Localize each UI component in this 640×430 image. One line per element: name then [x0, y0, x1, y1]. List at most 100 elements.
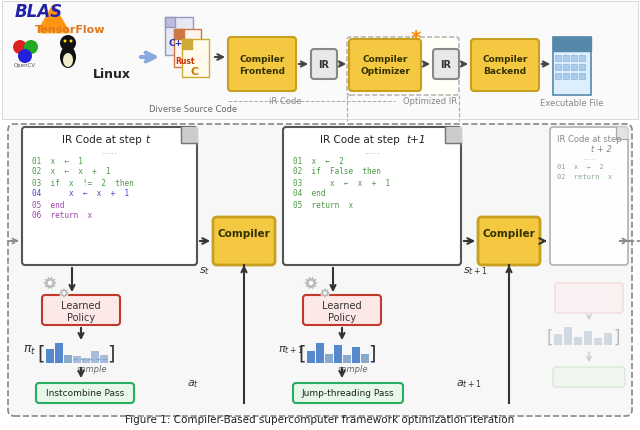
Circle shape [62, 292, 66, 295]
FancyBboxPatch shape [8, 125, 632, 416]
Text: [: [ [547, 328, 553, 346]
Circle shape [48, 281, 52, 286]
Text: t: t [145, 135, 150, 144]
Text: IR Code at step: IR Code at step [61, 135, 141, 144]
Circle shape [24, 41, 38, 55]
Text: sample: sample [77, 365, 108, 374]
FancyBboxPatch shape [174, 30, 184, 40]
FancyBboxPatch shape [579, 56, 585, 62]
Circle shape [308, 281, 313, 286]
FancyBboxPatch shape [555, 74, 561, 80]
FancyBboxPatch shape [564, 327, 572, 345]
Text: 02  x  ←  x  +  1: 02 x ← x + 1 [32, 167, 111, 176]
FancyBboxPatch shape [325, 354, 333, 363]
Circle shape [323, 292, 326, 295]
Text: t+1: t+1 [406, 135, 426, 144]
Text: Compiler: Compiler [483, 228, 536, 239]
FancyBboxPatch shape [553, 38, 591, 52]
FancyBboxPatch shape [182, 40, 209, 78]
Text: Compiler: Compiler [218, 228, 270, 239]
FancyBboxPatch shape [100, 355, 108, 363]
FancyBboxPatch shape [55, 343, 63, 363]
Text: BLAS: BLAS [15, 3, 63, 21]
FancyBboxPatch shape [316, 343, 324, 363]
FancyBboxPatch shape [22, 128, 197, 265]
FancyBboxPatch shape [361, 354, 369, 363]
Text: 01  x  ←  2: 01 x ← 2 [557, 164, 604, 169]
FancyBboxPatch shape [563, 65, 569, 71]
Text: C: C [191, 67, 199, 77]
Circle shape [18, 50, 32, 64]
FancyBboxPatch shape [555, 56, 561, 62]
FancyBboxPatch shape [343, 355, 351, 363]
Ellipse shape [60, 47, 76, 69]
Polygon shape [181, 128, 197, 144]
FancyBboxPatch shape [334, 345, 342, 363]
Text: $\pi_{t+1}$: $\pi_{t+1}$ [278, 343, 304, 355]
Text: OpenCV: OpenCV [14, 63, 36, 68]
FancyBboxPatch shape [553, 38, 591, 96]
Text: ......: ...... [102, 146, 117, 155]
Text: ......: ...... [364, 146, 380, 155]
FancyBboxPatch shape [563, 74, 569, 80]
Text: Executable File: Executable File [540, 99, 604, 108]
FancyBboxPatch shape [311, 50, 337, 80]
Text: IR: IR [440, 60, 451, 70]
Text: $a_{t+1}$: $a_{t+1}$ [456, 377, 482, 389]
Text: t + 2: t + 2 [591, 144, 611, 153]
Text: IR: IR [319, 60, 330, 70]
FancyBboxPatch shape [571, 56, 577, 62]
Text: ......: ...... [582, 155, 596, 161]
Circle shape [63, 40, 67, 43]
Text: Learned: Learned [322, 300, 362, 310]
Polygon shape [58, 287, 70, 299]
Text: Instcombine Pass: Instcombine Pass [46, 389, 124, 398]
Polygon shape [445, 128, 461, 144]
FancyBboxPatch shape [91, 351, 99, 363]
Polygon shape [38, 6, 68, 32]
Text: Policy: Policy [328, 312, 356, 322]
FancyBboxPatch shape [574, 337, 582, 345]
FancyBboxPatch shape [2, 2, 638, 120]
FancyBboxPatch shape [283, 128, 461, 265]
FancyBboxPatch shape [228, 38, 296, 92]
Text: 03      x  ←  x  +  1: 03 x ← x + 1 [293, 178, 390, 187]
Text: 05  return  x: 05 return x [293, 200, 353, 209]
FancyBboxPatch shape [289, 156, 455, 202]
Text: Policy: Policy [67, 312, 95, 322]
Text: IR Code at step: IR Code at step [557, 135, 621, 144]
Text: 04      x  ←  x  +  1: 04 x ← x + 1 [32, 189, 129, 198]
Text: [: [ [298, 344, 306, 362]
FancyBboxPatch shape [604, 333, 612, 345]
Text: Compiler: Compiler [483, 54, 528, 63]
Circle shape [60, 36, 76, 52]
Text: 01  x  ←  2: 01 x ← 2 [293, 156, 344, 165]
FancyBboxPatch shape [478, 218, 540, 265]
FancyBboxPatch shape [213, 218, 275, 265]
Text: C++: C++ [168, 38, 190, 47]
Text: Optimized IR: Optimized IR [403, 97, 457, 106]
Text: Optimizer: Optimizer [360, 68, 410, 76]
Text: 02  return  x: 02 return x [557, 174, 612, 180]
FancyBboxPatch shape [349, 40, 421, 92]
Text: Linux: Linux [93, 68, 131, 80]
Text: Figure 1: Compiler-Based supercomputer framework optimization iteration: Figure 1: Compiler-Based supercomputer f… [125, 414, 515, 424]
FancyBboxPatch shape [571, 74, 577, 80]
Text: $\pi_t$: $\pi_t$ [24, 343, 36, 356]
Circle shape [70, 40, 72, 43]
FancyBboxPatch shape [64, 355, 72, 363]
FancyBboxPatch shape [73, 356, 81, 363]
FancyBboxPatch shape [174, 30, 201, 68]
Text: $s_{t+1}$: $s_{t+1}$ [463, 264, 488, 276]
FancyBboxPatch shape [563, 56, 569, 62]
Polygon shape [303, 276, 319, 291]
Text: ]: ] [368, 344, 376, 362]
Text: 05  end: 05 end [32, 200, 65, 209]
Text: $a_t$: $a_t$ [187, 377, 199, 389]
FancyBboxPatch shape [46, 349, 54, 363]
Text: Rust: Rust [175, 57, 195, 66]
Text: iR Code: iR Code [269, 97, 301, 106]
FancyBboxPatch shape [584, 331, 592, 345]
FancyBboxPatch shape [165, 18, 193, 56]
FancyBboxPatch shape [307, 351, 315, 363]
